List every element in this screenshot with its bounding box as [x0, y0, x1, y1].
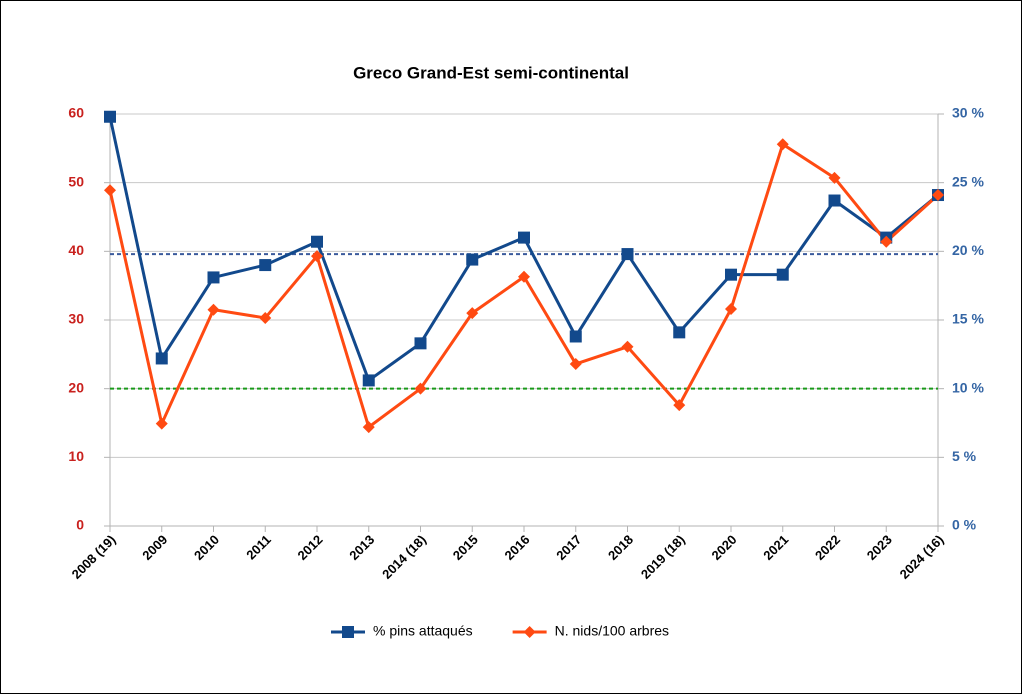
y2-tick-label: 10 % [952, 379, 984, 395]
point [259, 259, 272, 272]
point [362, 374, 375, 387]
x-tick-label: 2012 [294, 532, 325, 563]
point [725, 303, 737, 316]
x-tick-label: 2015 [450, 532, 481, 563]
y-tick-label: 10 [68, 448, 84, 464]
x-tick-label: 2018 [605, 532, 636, 563]
point [207, 303, 220, 316]
point [569, 357, 582, 370]
legend-marker [523, 626, 536, 638]
point [259, 311, 272, 324]
point [155, 352, 168, 365]
x-tick-label: 2011 [243, 532, 274, 563]
point [311, 250, 323, 263]
x-tick-label: 2017 [553, 532, 584, 563]
x-tick-label: 2023 [864, 532, 895, 563]
point [569, 330, 582, 343]
y2-tick-label: 20 % [952, 242, 984, 258]
y2-tick-label: 5 % [952, 448, 977, 464]
y2-tick-label: 30 % [952, 105, 984, 121]
x-tick-label: 2020 [708, 532, 739, 563]
x-tick-label: 2008 (19) [69, 532, 119, 582]
point [828, 194, 841, 207]
point [414, 382, 427, 395]
y-tick-label: 60 [68, 105, 84, 121]
y2-tick-label: 25 % [952, 173, 984, 189]
point [155, 417, 168, 430]
series-line [108, 116, 939, 383]
point [621, 340, 634, 353]
x-tick-label: 2010 [191, 532, 222, 563]
point [414, 337, 427, 350]
point [880, 235, 893, 248]
point [362, 421, 375, 434]
legend-label: % pins attaqués [373, 623, 473, 639]
x-tick-label: 2016 [501, 532, 532, 563]
y2-tick-label: 0 % [952, 517, 977, 533]
y2-tick-label: 15 % [952, 311, 984, 327]
point [466, 307, 479, 320]
chart-title: Greco Grand-Est semi-continental [353, 63, 629, 82]
point [776, 268, 789, 281]
x-tick-label: 2009 [139, 532, 170, 563]
point [518, 270, 530, 283]
point [673, 399, 686, 412]
y-tick-label: 40 [68, 242, 84, 258]
series-line [108, 141, 940, 430]
x-tick-label: 2021 [760, 532, 791, 563]
x-tick-label: 2013 [346, 532, 377, 563]
x-tick-label: 2019 (18) [638, 532, 688, 582]
x-tick-label: 2024 (16) [897, 532, 947, 582]
x-tick-label: 2014 (18) [379, 532, 429, 582]
point [725, 268, 737, 281]
point [518, 231, 530, 244]
legend-marker [342, 626, 354, 638]
point [104, 110, 116, 123]
point [776, 138, 789, 151]
point [104, 184, 116, 197]
legend-label: N. nids/100 arbres [555, 623, 669, 639]
point [207, 271, 220, 284]
point [466, 253, 479, 266]
point [673, 326, 686, 339]
point [932, 189, 944, 202]
y-tick-label: 0 [76, 517, 84, 533]
point [828, 171, 841, 184]
y-tick-label: 30 [68, 311, 84, 327]
point [311, 235, 323, 248]
x-tick-label: 2022 [812, 532, 843, 563]
y-tick-label: 50 [68, 173, 84, 189]
y-tick-label: 20 [68, 379, 84, 395]
point [621, 248, 634, 261]
